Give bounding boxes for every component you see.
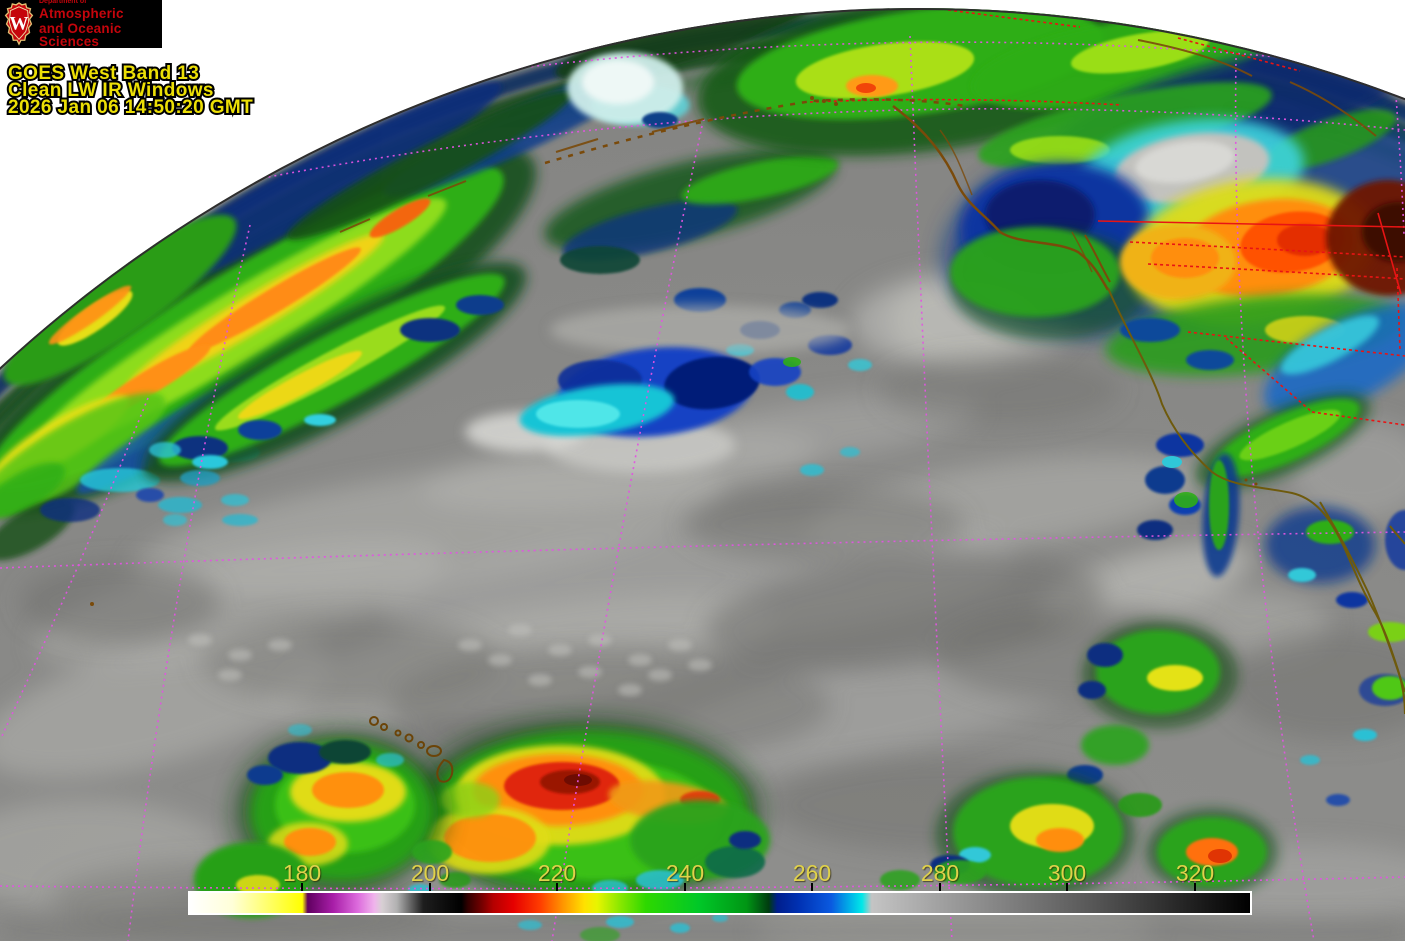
cumulus-specks (188, 624, 712, 696)
earth-limb-edge (0, 8, 1405, 371)
cloud-blob-topcenter-white (567, 52, 690, 128)
department-logo-banner: W Department of Atmospheric and Oceanic … (0, 0, 162, 50)
coastlines (90, 39, 1405, 783)
storm-system-pacific-northwest (944, 41, 1405, 417)
hawaii-islands (369, 716, 454, 783)
svg-text:W: W (9, 14, 28, 35)
cloud-blob-center-blue (465, 305, 860, 476)
cloud-mass-alaska (697, 8, 1268, 156)
cyan-specks-leftcenter (136, 442, 249, 526)
department-line2-label: and Oceanic Sciences (39, 20, 122, 50)
cloud-band-midleft (143, 261, 527, 526)
department-line1-label: Atmospheric (39, 6, 124, 22)
header-line-satellite: GOES West Band 13 (8, 63, 199, 84)
cloud-arc-east-pacific (880, 392, 1405, 900)
convection-south-of-hawaii (410, 720, 770, 941)
vancouver-island-coast (1084, 234, 1111, 283)
gulf-of-california-coast (1319, 501, 1405, 693)
header-line-product: Clean LW IR Windows (8, 80, 214, 101)
department-prefix-label: Department of (39, 0, 87, 6)
header-annotation: GOES West Band 13 Clean LW IR Windows 20… (6, 61, 255, 120)
university-crest-icon: W (4, 2, 34, 46)
header-line-timestamp: 2026 Jan 06 14:50:20 GMT (8, 97, 253, 118)
department-name: Department of Atmospheric and Oceanic Sc… (39, 0, 162, 50)
convection-bottomleft (194, 724, 471, 918)
graticule-lines (0, 35, 1405, 941)
alaska-panhandle-coast (892, 105, 1110, 291)
